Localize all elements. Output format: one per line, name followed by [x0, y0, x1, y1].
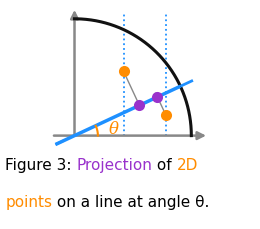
Text: Figure 3:: Figure 3:: [5, 157, 77, 172]
Text: 2D: 2D: [177, 157, 198, 172]
Text: θ: θ: [108, 120, 118, 137]
Text: points: points: [5, 195, 52, 210]
Text: on a line at angle θ.: on a line at angle θ.: [52, 195, 210, 210]
Text: of: of: [152, 157, 177, 172]
Text: Projection: Projection: [77, 157, 152, 172]
